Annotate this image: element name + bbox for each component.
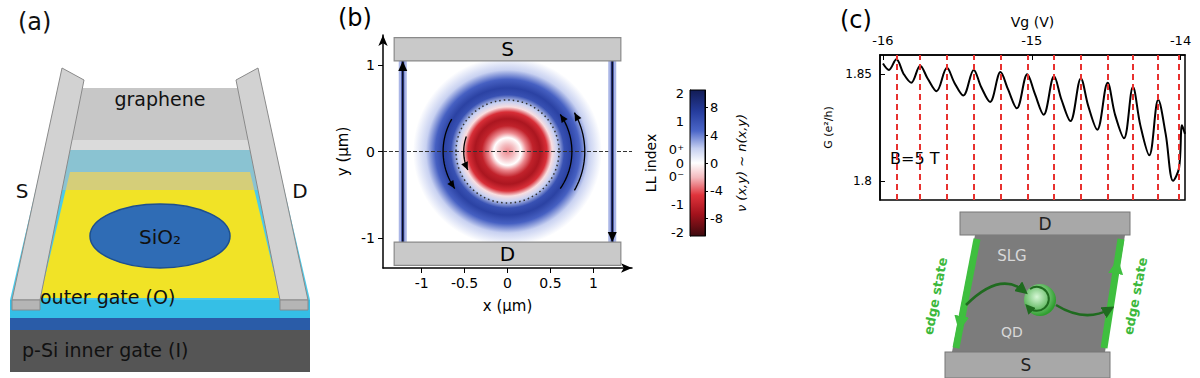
svg-text:-2: -2 [671,225,684,240]
svg-text:edge state: edge state [1121,256,1151,336]
svg-text:p-Si inner gate (I): p-Si inner gate (I) [22,339,189,361]
svg-text:1.8: 1.8 [853,174,872,188]
svg-text:D: D [500,242,515,266]
svg-text:1: 1 [676,114,684,129]
svg-text:Vg (V): Vg (V) [1011,14,1054,30]
svg-text:G (e²/h): G (e²/h) [822,106,835,148]
svg-text:S: S [16,179,29,203]
svg-text:-1: -1 [361,230,375,246]
svg-text:SiO₂: SiO₂ [139,225,181,249]
svg-text:-14: -14 [1170,33,1191,48]
svg-text:graphene: graphene [114,88,205,110]
svg-text:1: 1 [589,275,598,291]
svg-text:4: 4 [710,128,718,143]
svg-text:-8: -8 [710,211,723,226]
svg-text:0: 0 [676,156,684,171]
svg-text:-1: -1 [671,197,684,212]
svg-text:(b): (b) [338,4,372,32]
svg-text:S: S [1021,355,1032,375]
svg-text:-15: -15 [1021,33,1042,48]
svg-text:B=5 T: B=5 T [890,148,940,168]
svg-text:(a): (a) [18,8,51,36]
svg-text:0⁻: 0⁻ [669,169,684,184]
svg-text:2: 2 [676,86,684,101]
svg-text:SLG: SLG [997,247,1027,265]
svg-text:outer gate (O): outer gate (O) [40,286,175,308]
svg-text:0.5: 0.5 [539,275,561,291]
svg-text:-1: -1 [415,275,429,291]
svg-text:-16: -16 [872,33,893,48]
svg-text:1.85: 1.85 [845,67,872,81]
svg-text:0: 0 [503,275,512,291]
svg-text:8: 8 [710,100,718,115]
svg-text:D: D [1038,214,1051,234]
svg-text:0: 0 [366,144,375,160]
svg-text:(c): (c) [840,6,872,34]
svg-text:x (μm): x (μm) [483,297,533,315]
svg-text:QD: QD [1001,324,1023,340]
svg-text:LL index: LL index [643,134,659,192]
svg-text:0⁺: 0⁺ [669,142,684,157]
svg-text:1: 1 [366,57,375,73]
svg-text:D: D [292,179,307,203]
svg-text:y (μm): y (μm) [334,127,352,177]
svg-text:0: 0 [710,156,718,171]
svg-text:S: S [501,37,514,61]
svg-text:edge state: edge state [921,256,951,336]
svg-text:ν (x,y) ~ n(x,y): ν (x,y) ~ n(x,y) [734,114,749,212]
svg-text:-0.5: -0.5 [451,275,478,291]
svg-text:-4: -4 [710,183,723,198]
